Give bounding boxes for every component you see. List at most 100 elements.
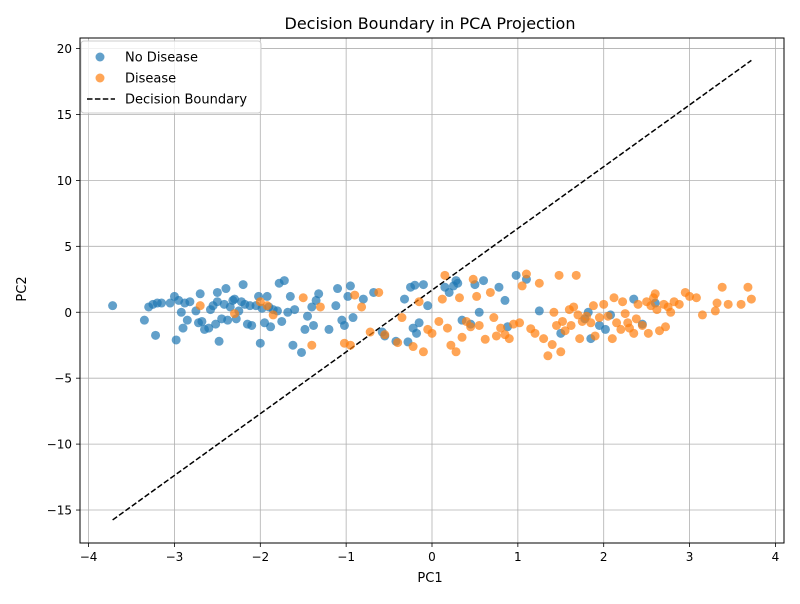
- point-no-disease: [339, 320, 349, 330]
- point-no-disease: [171, 335, 181, 345]
- point-no-disease: [211, 319, 221, 329]
- point-disease: [607, 334, 617, 344]
- point-disease: [515, 318, 525, 328]
- point-no-disease: [534, 306, 544, 316]
- point-no-disease: [511, 270, 521, 280]
- point-disease: [588, 301, 598, 311]
- decision-boundary-line: [112, 59, 752, 521]
- point-no-disease: [151, 330, 161, 340]
- x-tick-label: 3: [686, 550, 694, 564]
- point-disease: [599, 299, 609, 309]
- point-disease: [543, 351, 553, 361]
- point-no-disease: [479, 276, 489, 286]
- point-no-disease: [345, 281, 355, 291]
- point-no-disease: [108, 301, 118, 311]
- point-disease: [468, 274, 478, 284]
- point-disease: [446, 340, 456, 350]
- point-no-disease: [494, 282, 504, 292]
- point-disease: [414, 297, 424, 307]
- point-no-disease: [309, 320, 319, 330]
- x-tick-label: 1: [514, 550, 522, 564]
- point-no-disease: [178, 323, 188, 333]
- legend-label-decision-boundary: Decision Boundary: [125, 93, 247, 108]
- point-disease: [650, 289, 660, 299]
- point-disease: [637, 320, 647, 330]
- x-tick-label: 0: [428, 550, 436, 564]
- point-no-disease: [343, 291, 353, 301]
- point-no-disease: [474, 307, 484, 317]
- point-no-disease: [324, 324, 334, 334]
- point-disease: [521, 269, 531, 279]
- point-disease: [560, 326, 570, 336]
- point-no-disease: [453, 278, 463, 288]
- point-disease: [517, 281, 527, 291]
- legend-marker-no-disease: [95, 52, 105, 62]
- point-disease: [539, 334, 549, 344]
- point-disease: [590, 331, 600, 341]
- point-disease: [393, 338, 403, 348]
- point-disease: [620, 309, 630, 319]
- point-no-disease: [500, 295, 510, 305]
- point-disease: [315, 302, 325, 312]
- point-no-disease: [279, 276, 289, 286]
- point-no-disease: [212, 297, 222, 307]
- point-no-disease: [195, 289, 205, 299]
- point-no-disease: [262, 291, 272, 301]
- point-disease: [472, 291, 482, 301]
- point-disease: [556, 347, 566, 357]
- point-disease: [652, 305, 662, 315]
- point-no-disease: [238, 280, 248, 290]
- point-no-disease: [300, 324, 310, 334]
- point-disease: [571, 270, 581, 280]
- point-disease: [643, 328, 653, 338]
- point-disease: [618, 297, 628, 307]
- point-no-disease: [358, 294, 368, 304]
- point-disease: [442, 323, 452, 333]
- point-no-disease: [333, 284, 343, 294]
- point-no-disease: [230, 294, 240, 304]
- point-disease: [397, 313, 407, 323]
- point-disease: [350, 290, 360, 300]
- x-tick-label: −3: [166, 550, 184, 564]
- point-disease: [440, 270, 450, 280]
- point-no-disease: [288, 340, 298, 350]
- point-disease: [230, 309, 240, 319]
- point-disease: [723, 299, 733, 309]
- legend-box: [80, 40, 262, 114]
- x-axis-label: PC1: [417, 571, 442, 586]
- point-disease: [746, 294, 756, 304]
- point-disease: [365, 327, 375, 337]
- point-disease: [594, 313, 604, 323]
- point-no-disease: [197, 316, 207, 326]
- point-disease: [743, 282, 753, 292]
- point-disease: [451, 347, 461, 357]
- point-disease: [685, 291, 695, 301]
- y-axis-label: PC2: [15, 276, 30, 301]
- point-no-disease: [285, 291, 295, 301]
- point-no-disease: [412, 328, 422, 338]
- point-disease: [357, 302, 367, 312]
- point-disease: [566, 320, 576, 330]
- point-disease: [504, 334, 514, 344]
- point-disease: [616, 324, 626, 334]
- point-no-disease: [165, 298, 175, 308]
- point-no-disease: [204, 323, 214, 333]
- point-disease: [496, 323, 506, 333]
- x-tick-label: −4: [80, 550, 98, 564]
- point-disease: [418, 347, 428, 357]
- point-no-disease: [212, 287, 222, 297]
- y-tick-label: −15: [47, 504, 72, 518]
- point-no-disease: [348, 313, 358, 323]
- point-disease: [569, 302, 579, 312]
- point-disease: [554, 270, 564, 280]
- point-disease: [454, 293, 464, 303]
- point-disease: [661, 322, 671, 332]
- point-disease: [380, 330, 390, 340]
- point-no-disease: [214, 336, 224, 346]
- point-disease: [298, 293, 308, 303]
- point-disease: [195, 301, 205, 311]
- point-disease: [474, 320, 484, 330]
